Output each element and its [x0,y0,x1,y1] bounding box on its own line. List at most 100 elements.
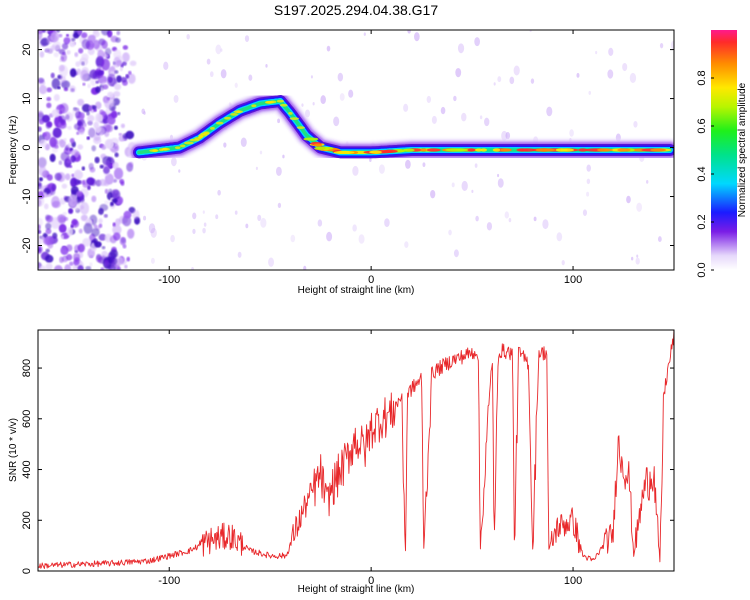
noise-speck [61,80,71,89]
noise-speck [79,202,90,215]
noise-speck [116,30,121,36]
y-tick-label: -20 [21,238,33,254]
ridge-hotspot [597,148,614,152]
noise-speck [220,48,223,52]
noise-speck [91,105,97,110]
noise-speck [51,78,61,90]
noise-speck [80,214,88,222]
ridge-hotspot [161,147,168,151]
noise-speck [77,98,85,106]
noise-speck [38,110,44,118]
noise-speck [448,229,452,236]
colorbar-tick-label: 0.0 [696,262,708,277]
noise-speck [60,151,70,162]
noise-speck [97,65,102,70]
noise-speck [122,52,130,63]
noise-speck [237,251,242,258]
noise-speck [127,228,135,239]
noise-speck [622,62,628,72]
ridge-hotspot [467,148,476,152]
noise-speck [576,73,580,78]
noise-speck [81,53,89,62]
noise-speck [104,47,112,56]
noise-speck [45,254,54,263]
noise-speck [71,219,80,228]
noise-speck [457,43,465,54]
noise-speck [94,156,100,164]
noise-speck [384,218,390,228]
ridge-hotspot [402,148,415,152]
noise-speck [111,65,116,70]
noise-speck [88,127,96,138]
noise-speck [38,165,47,177]
noise-speck [77,265,84,270]
ridge-hotspot [179,144,186,148]
noise-speck [114,70,119,74]
noise-speck [58,223,67,233]
ridge-hotspot [313,143,323,147]
noise-speck [96,113,104,122]
noise-speck [260,217,267,228]
noise-speck [103,180,110,187]
noise-speck [659,43,664,49]
noise-speck [99,164,104,169]
y-tick-label: -10 [21,189,33,205]
colorbar-gradient [711,30,737,270]
noise-speck [67,126,72,131]
x-tick-label: 0 [368,274,374,286]
noise-speck [268,257,275,267]
noise-speck [312,102,315,106]
noise-speck [474,163,478,168]
noise-speck [326,45,331,52]
noise-speck [66,227,74,237]
noise-speck [110,201,114,207]
noise-speck [636,202,643,212]
noise-speck [87,120,93,126]
noise-speck [128,161,134,168]
noise-speck [86,136,90,140]
ridge-hotspot [152,149,158,152]
noise-speck [39,51,45,58]
noise-speck [163,61,169,70]
noise-speck [143,215,147,221]
noise-speck [192,228,196,235]
noise-speck [513,65,520,76]
noise-speck [63,137,67,142]
noise-speck [170,234,175,243]
noise-speck [493,82,496,86]
noise-speck [54,265,63,270]
ridge-hotspot [198,133,208,137]
noise-speck [72,32,80,39]
noise-speck [114,146,118,150]
noise-speck [471,189,474,193]
y-tick-label: 400 [21,460,33,478]
noise-speck [633,120,638,128]
noise-speck [120,181,125,186]
noise-speck [303,265,307,270]
noise-speck [86,111,90,116]
noise-speck [63,37,71,45]
ridge-hotspot [456,148,465,152]
noise-speck [99,109,105,115]
noise-speck [91,227,100,237]
noise-speck [81,38,90,50]
noise-speck [50,72,55,79]
noise-speck [117,111,121,116]
noise-speck [277,202,282,209]
noise-speck [607,69,614,79]
noise-speck [69,261,74,266]
noise-speck [461,180,468,191]
ridge-hotspot [555,148,568,152]
noise-speck [38,217,44,227]
noise-speck [81,166,86,171]
noise-speck [405,159,411,169]
noise-speck [90,77,97,86]
noise-speck [59,256,64,264]
noise-speck [46,102,52,109]
noise-speck [123,210,132,219]
noise-speck [46,87,53,93]
snr-frame [37,329,675,572]
noise-speck [98,233,107,241]
noise-speck [191,267,194,270]
noise-speck [63,217,69,222]
